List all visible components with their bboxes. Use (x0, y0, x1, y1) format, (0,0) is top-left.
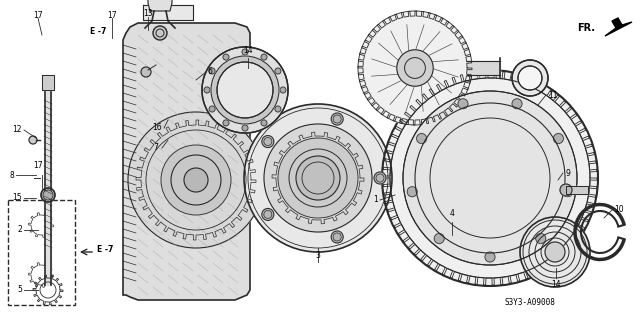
Circle shape (403, 91, 577, 265)
Circle shape (242, 49, 248, 55)
Circle shape (280, 87, 286, 93)
Circle shape (512, 60, 548, 96)
Circle shape (242, 125, 248, 131)
Circle shape (545, 242, 565, 262)
Circle shape (374, 172, 386, 184)
Polygon shape (42, 75, 54, 90)
Circle shape (223, 120, 229, 126)
Text: 6: 6 (208, 68, 213, 77)
Circle shape (217, 62, 273, 118)
Text: 9: 9 (565, 168, 570, 177)
Polygon shape (148, 0, 172, 11)
Circle shape (43, 190, 53, 200)
Circle shape (31, 265, 51, 285)
Circle shape (518, 66, 542, 90)
Polygon shape (123, 23, 250, 300)
Circle shape (331, 231, 343, 243)
Text: 17: 17 (107, 11, 117, 19)
Polygon shape (566, 186, 588, 194)
Text: 16: 16 (152, 123, 162, 132)
Circle shape (184, 168, 208, 192)
Circle shape (153, 26, 167, 40)
Text: E -7: E -7 (90, 27, 106, 36)
Text: 14: 14 (551, 280, 561, 289)
Circle shape (262, 208, 274, 220)
Circle shape (382, 70, 598, 286)
Circle shape (261, 54, 267, 60)
Text: 13: 13 (143, 10, 153, 19)
Circle shape (407, 187, 417, 197)
Text: 11: 11 (548, 91, 557, 100)
Circle shape (275, 68, 281, 74)
Circle shape (512, 99, 522, 109)
Circle shape (275, 106, 281, 112)
Polygon shape (605, 18, 632, 36)
Circle shape (554, 133, 563, 144)
FancyBboxPatch shape (8, 200, 75, 305)
Text: 14: 14 (243, 46, 253, 55)
Circle shape (520, 217, 590, 287)
Circle shape (261, 120, 267, 126)
Text: 5: 5 (17, 286, 22, 294)
Circle shape (209, 68, 215, 74)
Text: 7: 7 (153, 144, 158, 152)
Text: 1: 1 (373, 196, 378, 204)
Circle shape (458, 99, 468, 109)
Circle shape (141, 67, 151, 77)
Text: FR.: FR. (577, 23, 595, 33)
Circle shape (397, 50, 433, 86)
Circle shape (358, 11, 472, 125)
Text: 10: 10 (614, 205, 623, 214)
Circle shape (536, 234, 546, 243)
Text: 4: 4 (449, 209, 454, 218)
Text: S3Y3-A09008: S3Y3-A09008 (504, 298, 556, 307)
Circle shape (485, 252, 495, 262)
Circle shape (278, 138, 358, 218)
Text: 17: 17 (33, 161, 43, 170)
Circle shape (31, 215, 51, 235)
Circle shape (264, 124, 372, 232)
Circle shape (41, 188, 55, 202)
Text: 12: 12 (13, 125, 22, 135)
Circle shape (331, 113, 343, 125)
Circle shape (417, 133, 427, 144)
Text: 8: 8 (9, 170, 14, 180)
Circle shape (434, 234, 444, 243)
Text: 2: 2 (17, 226, 22, 234)
Polygon shape (143, 5, 193, 20)
Polygon shape (467, 61, 500, 75)
Circle shape (223, 54, 229, 60)
Circle shape (128, 112, 264, 248)
Circle shape (211, 56, 279, 124)
Circle shape (204, 87, 210, 93)
Circle shape (40, 282, 56, 298)
Circle shape (563, 187, 573, 197)
Text: 17: 17 (33, 11, 43, 19)
Circle shape (296, 156, 340, 200)
Circle shape (209, 106, 215, 112)
Circle shape (161, 145, 231, 215)
Circle shape (29, 136, 37, 144)
Circle shape (560, 184, 572, 196)
Circle shape (202, 47, 288, 133)
Circle shape (262, 136, 274, 148)
Text: E -7: E -7 (97, 246, 113, 255)
Text: 3: 3 (316, 251, 321, 260)
Text: 15: 15 (12, 194, 22, 203)
Circle shape (244, 104, 392, 252)
Polygon shape (45, 90, 51, 285)
